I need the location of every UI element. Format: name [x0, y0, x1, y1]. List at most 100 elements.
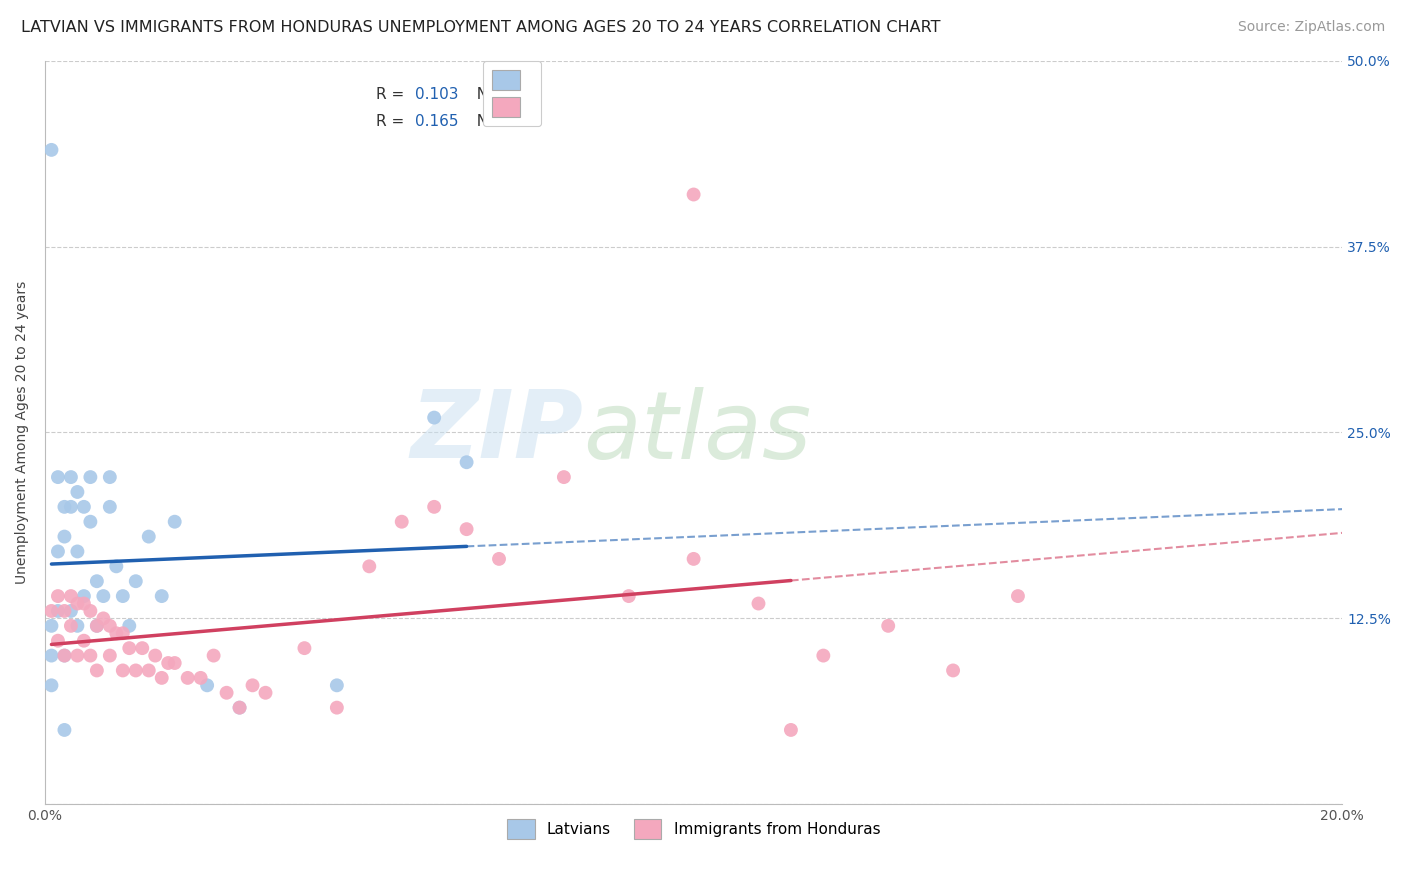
Point — [125, 574, 148, 589]
Point — [53, 604, 76, 618]
Point — [228, 700, 250, 714]
Point — [46, 544, 69, 558]
Point — [53, 530, 76, 544]
Point — [73, 597, 96, 611]
Point — [118, 641, 141, 656]
Point — [682, 552, 704, 566]
Point — [98, 500, 121, 514]
Point — [456, 522, 478, 536]
Text: 53: 53 — [509, 114, 529, 129]
Point — [617, 589, 640, 603]
Point — [118, 619, 141, 633]
Text: atlas: atlas — [583, 387, 811, 478]
Point — [202, 648, 225, 663]
Text: 0.165: 0.165 — [415, 114, 458, 129]
Point — [79, 515, 101, 529]
Point — [391, 515, 413, 529]
Point — [326, 678, 349, 692]
Point — [46, 633, 69, 648]
Point — [79, 604, 101, 618]
Point — [53, 500, 76, 514]
Point — [66, 544, 89, 558]
Point — [423, 500, 446, 514]
Point — [98, 470, 121, 484]
Point — [553, 470, 575, 484]
Point — [59, 589, 82, 603]
Point — [59, 619, 82, 633]
Point — [66, 619, 89, 633]
Point — [59, 604, 82, 618]
Point — [326, 700, 349, 714]
Point — [66, 485, 89, 500]
Point — [66, 597, 89, 611]
Text: R =: R = — [375, 87, 409, 102]
Point — [138, 530, 160, 544]
Point — [682, 187, 704, 202]
Text: LATVIAN VS IMMIGRANTS FROM HONDURAS UNEMPLOYMENT AMONG AGES 20 TO 24 YEARS CORRE: LATVIAN VS IMMIGRANTS FROM HONDURAS UNEM… — [21, 20, 941, 35]
Point — [294, 641, 316, 656]
Point — [59, 500, 82, 514]
Point — [215, 686, 238, 700]
Point — [125, 664, 148, 678]
Legend: Latvians, Immigrants from Honduras: Latvians, Immigrants from Honduras — [501, 814, 886, 845]
Point — [41, 604, 63, 618]
Point — [942, 664, 965, 678]
Point — [195, 678, 218, 692]
Text: N =: N = — [467, 114, 510, 129]
Point — [86, 664, 108, 678]
Point — [105, 626, 128, 640]
Point — [59, 470, 82, 484]
Point — [131, 641, 153, 656]
Point — [157, 656, 180, 670]
Point — [111, 626, 134, 640]
Point — [73, 500, 96, 514]
Text: ZIP: ZIP — [411, 386, 583, 478]
Point — [456, 455, 478, 469]
Point — [86, 619, 108, 633]
Point — [93, 611, 115, 625]
Point — [488, 552, 510, 566]
Point — [66, 648, 89, 663]
Point — [143, 648, 166, 663]
Point — [242, 678, 264, 692]
Point — [53, 723, 76, 737]
Point — [73, 589, 96, 603]
Point — [228, 700, 250, 714]
Text: N =: N = — [467, 87, 510, 102]
Point — [1007, 589, 1029, 603]
Point — [53, 648, 76, 663]
Point — [877, 619, 900, 633]
Point — [813, 648, 835, 663]
Point — [254, 686, 277, 700]
Text: 38: 38 — [509, 87, 529, 102]
Y-axis label: Unemployment Among Ages 20 to 24 years: Unemployment Among Ages 20 to 24 years — [15, 281, 30, 584]
Point — [423, 410, 446, 425]
Point — [176, 671, 198, 685]
Point — [190, 671, 212, 685]
Point — [780, 723, 803, 737]
Text: R =: R = — [375, 114, 409, 129]
Point — [41, 143, 63, 157]
Point — [41, 619, 63, 633]
Point — [41, 648, 63, 663]
Point — [163, 656, 186, 670]
Point — [150, 589, 173, 603]
Point — [46, 604, 69, 618]
Point — [53, 648, 76, 663]
Point — [105, 559, 128, 574]
Point — [747, 597, 769, 611]
Point — [138, 664, 160, 678]
Point — [46, 470, 69, 484]
Point — [79, 648, 101, 663]
Point — [359, 559, 381, 574]
Point — [41, 678, 63, 692]
Point — [73, 633, 96, 648]
Point — [163, 515, 186, 529]
Point — [86, 619, 108, 633]
Point — [111, 589, 134, 603]
Point — [98, 648, 121, 663]
Point — [79, 470, 101, 484]
Point — [98, 619, 121, 633]
Text: Source: ZipAtlas.com: Source: ZipAtlas.com — [1237, 20, 1385, 34]
Text: 0.103: 0.103 — [415, 87, 458, 102]
